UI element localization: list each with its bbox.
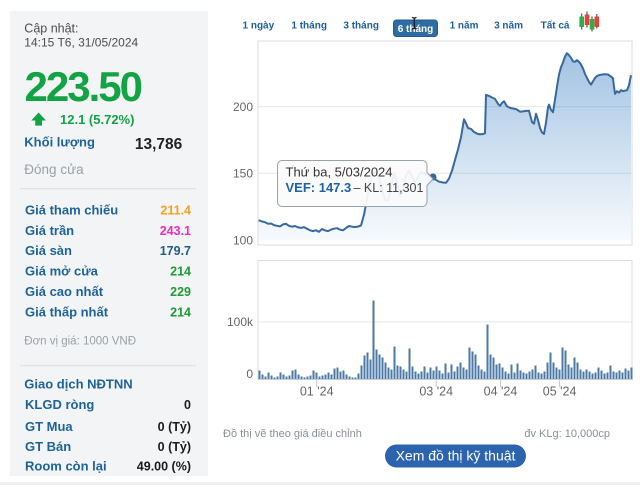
svg-text:0 (Tỷ): 0 (Tỷ) [158, 440, 191, 454]
svg-text:Room còn lại: Room còn lại [25, 459, 107, 474]
svg-text:Giá sàn: Giá sàn [25, 243, 72, 258]
svg-text:12.1 (5.72%): 12.1 (5.72%) [60, 112, 134, 127]
svg-text:Giá mở cửa: Giá mở cửa [25, 264, 99, 279]
svg-text:– KL: 11,301: – KL: 11,301 [354, 181, 424, 195]
svg-text:Đóng cửa: Đóng cửa [24, 162, 84, 177]
svg-text:03 '24: 03 '24 [419, 385, 453, 399]
svg-text:214: 214 [170, 306, 191, 320]
svg-text:0: 0 [184, 398, 191, 412]
svg-text:Xem đồ thị kỹ thuật: Xem đồ thị kỹ thuật [396, 448, 516, 464]
svg-text:223.50: 223.50 [25, 63, 142, 110]
svg-text:GT Bán: GT Bán [25, 439, 71, 454]
svg-text:Giao dịch NĐTNN: Giao dịch NĐTNN [24, 377, 132, 392]
svg-text:GT Mua: GT Mua [25, 419, 73, 434]
svg-text:100: 100 [233, 234, 253, 248]
svg-text:49.00 (%): 49.00 (%) [137, 460, 191, 474]
svg-text:Giá thấp nhất: Giá thấp nhất [25, 305, 109, 320]
svg-text:13,786: 13,786 [135, 136, 183, 153]
svg-text:214: 214 [170, 265, 191, 279]
svg-text:1 ngày: 1 ngày [243, 20, 275, 31]
svg-text:VEF: 147.3: VEF: 147.3 [286, 180, 352, 195]
svg-text:229: 229 [170, 285, 191, 299]
svg-text:Đơn vị giá: 1000 VNĐ: Đơn vị giá: 1000 VNĐ [24, 336, 136, 348]
svg-text:Giá trần: Giá trần [25, 223, 74, 238]
svg-text:0: 0 [246, 367, 253, 381]
svg-text:04 '24: 04 '24 [484, 385, 518, 399]
svg-text:Giá cao nhất: Giá cao nhất [25, 284, 104, 299]
svg-text:Cập nhật:: Cập nhật: [24, 22, 78, 36]
svg-text:Thứ ba, 5/03/2024: Thứ ba, 5/03/2024 [286, 165, 393, 180]
svg-text:Giá tham chiếu: Giá tham chiếu [25, 202, 118, 217]
svg-text:211.4: 211.4 [160, 203, 191, 217]
svg-text:243.1: 243.1 [160, 224, 191, 238]
svg-text:200: 200 [233, 100, 253, 114]
svg-text:179.7: 179.7 [160, 244, 191, 258]
svg-text:01 '24: 01 '24 [300, 385, 334, 399]
svg-text:100k: 100k [227, 315, 254, 329]
svg-text:3 năm: 3 năm [494, 20, 523, 31]
svg-text:đv KLg: 10,000cp: đv KLg: 10,000cp [524, 428, 610, 440]
svg-text:150: 150 [233, 167, 253, 181]
svg-text:14:15 T6, 31/05/2024: 14:15 T6, 31/05/2024 [24, 36, 138, 50]
svg-text:Đồ thị vẽ theo giá điều chỉnh: Đồ thị vẽ theo giá điều chỉnh [223, 428, 362, 440]
svg-text:05 '24: 05 '24 [543, 385, 577, 399]
svg-text:KLGD ròng: KLGD ròng [25, 397, 94, 412]
svg-text:1 tháng: 1 tháng [291, 20, 327, 31]
svg-text:1 năm: 1 năm [450, 20, 479, 31]
svg-text:Khối lượng: Khối lượng [24, 135, 95, 150]
svg-text:3 tháng: 3 tháng [343, 20, 379, 31]
svg-text:Tất cả: Tất cả [541, 19, 570, 31]
svg-text:0 (Tỷ): 0 (Tỷ) [158, 420, 191, 434]
